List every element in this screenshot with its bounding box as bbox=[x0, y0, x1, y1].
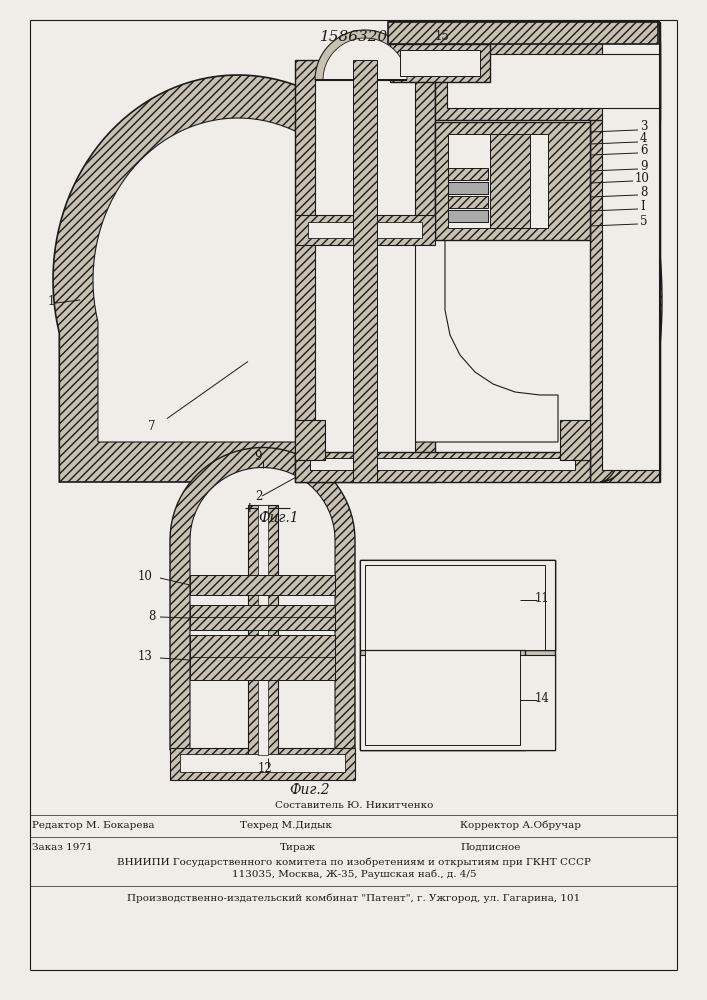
Polygon shape bbox=[53, 75, 423, 482]
Bar bbox=[247, 505, 278, 755]
Bar bbox=[190, 635, 335, 680]
Polygon shape bbox=[93, 118, 383, 442]
Bar bbox=[448, 196, 488, 208]
Bar bbox=[360, 560, 555, 750]
Bar bbox=[295, 60, 435, 482]
Bar bbox=[590, 22, 660, 482]
Bar bbox=[180, 754, 345, 772]
Text: Составитель Ю. Никитченко: Составитель Ю. Никитченко bbox=[275, 800, 433, 810]
Bar bbox=[448, 210, 488, 222]
Text: 13: 13 bbox=[138, 650, 153, 663]
Text: Тираж: Тираж bbox=[280, 842, 316, 852]
Text: Подписное: Подписное bbox=[460, 842, 520, 852]
Bar bbox=[295, 215, 435, 245]
Bar bbox=[448, 182, 488, 194]
Text: 8: 8 bbox=[148, 610, 156, 623]
Text: 2: 2 bbox=[255, 490, 262, 503]
Text: 7: 7 bbox=[148, 420, 156, 433]
Polygon shape bbox=[170, 448, 355, 750]
Bar bbox=[310, 458, 575, 470]
Text: Фиг.2: Фиг.2 bbox=[290, 783, 330, 797]
Text: 4: 4 bbox=[640, 132, 648, 145]
Text: Техред М.Дидык: Техред М.Дидык bbox=[240, 820, 332, 830]
Bar bbox=[390, 44, 490, 82]
Text: I: I bbox=[248, 502, 252, 515]
Text: 3: 3 bbox=[640, 120, 648, 133]
Polygon shape bbox=[365, 565, 545, 745]
Bar bbox=[360, 655, 555, 750]
Text: 6: 6 bbox=[640, 144, 648, 157]
Text: 1586320: 1586320 bbox=[320, 30, 388, 44]
Bar bbox=[388, 22, 658, 44]
Bar bbox=[353, 60, 377, 482]
Bar bbox=[360, 560, 555, 650]
Text: 9: 9 bbox=[640, 160, 648, 173]
Bar bbox=[170, 748, 355, 780]
Polygon shape bbox=[190, 468, 335, 750]
Text: 113035, Москва, Ж-35, Раушская наб., д. 4/5: 113035, Москва, Ж-35, Раушская наб., д. … bbox=[232, 869, 477, 879]
Bar bbox=[602, 30, 660, 470]
Text: 12: 12 bbox=[257, 762, 272, 775]
Text: Производственно-издательский комбинат "Патент", г. Ужгород, ул. Гагарина, 101: Производственно-издательский комбинат "П… bbox=[127, 893, 580, 903]
Text: 8: 8 bbox=[640, 186, 648, 199]
Bar bbox=[490, 134, 530, 228]
Text: 15: 15 bbox=[435, 30, 450, 43]
Bar bbox=[315, 80, 415, 462]
Bar bbox=[295, 420, 325, 460]
Bar bbox=[295, 452, 590, 482]
Text: 11: 11 bbox=[535, 592, 550, 605]
Bar bbox=[435, 42, 660, 120]
Bar bbox=[435, 122, 590, 240]
Polygon shape bbox=[323, 38, 407, 80]
Bar bbox=[308, 222, 422, 238]
Polygon shape bbox=[315, 30, 415, 80]
Text: 5: 5 bbox=[640, 215, 648, 228]
Polygon shape bbox=[600, 118, 662, 482]
Bar bbox=[448, 168, 488, 180]
Bar bbox=[400, 50, 480, 76]
Text: ВНИИПИ Государственного комитета по изобретениям и открытиям при ГКНТ СССР: ВНИИПИ Государственного комитета по изоб… bbox=[117, 857, 591, 867]
Bar bbox=[560, 420, 590, 460]
Text: 1: 1 bbox=[48, 295, 55, 308]
Text: 10: 10 bbox=[138, 570, 153, 583]
Text: Редактор М. Бокарева: Редактор М. Бокарева bbox=[32, 820, 155, 830]
Text: Заказ 1971: Заказ 1971 bbox=[32, 842, 93, 852]
Bar bbox=[257, 505, 267, 755]
Text: I: I bbox=[640, 200, 645, 213]
Bar bbox=[447, 54, 660, 108]
Text: 14: 14 bbox=[535, 692, 550, 705]
Bar bbox=[190, 575, 335, 595]
Text: 9: 9 bbox=[255, 450, 262, 462]
Text: 10: 10 bbox=[635, 172, 650, 185]
Polygon shape bbox=[390, 240, 558, 442]
Polygon shape bbox=[360, 560, 555, 750]
Bar bbox=[448, 134, 548, 228]
Text: Корректор А.Обручар: Корректор А.Обручар bbox=[460, 820, 581, 830]
Text: Фиг.1: Фиг.1 bbox=[258, 511, 298, 525]
Bar bbox=[190, 605, 335, 630]
